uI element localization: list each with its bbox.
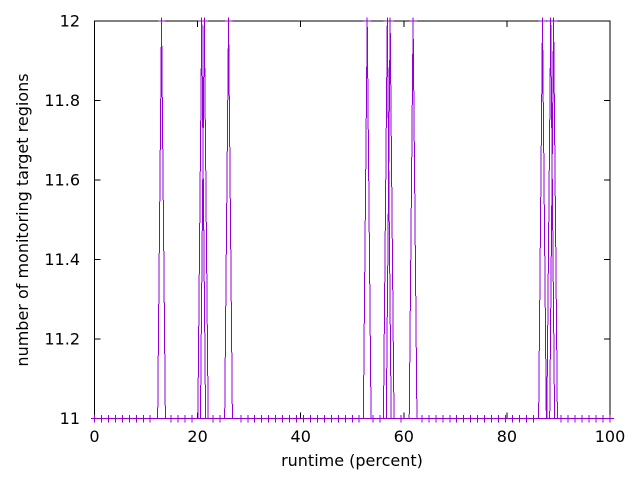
- x-tick-label: 100: [595, 427, 626, 446]
- plot-frame-layer: [94, 20, 611, 419]
- tick-labels-layer: 0 20 40 60 80 100 11 11.2 11.4 11.6 11.8 12: [44, 12, 625, 447]
- y-tick-label: 11.8: [44, 91, 80, 110]
- plot-frame: [94, 20, 611, 419]
- x-tick-label: 40: [291, 427, 311, 446]
- y-tick-label: 11.4: [44, 250, 80, 269]
- spike-line: [408, 20, 418, 419]
- x-tick-label: 80: [497, 427, 517, 446]
- x-tick-label: 20: [187, 427, 207, 446]
- x-tick-label: 60: [394, 427, 414, 446]
- data-series-layer: [90, 17, 614, 423]
- spike-line: [157, 20, 166, 419]
- y-tick-label: 11.6: [44, 171, 80, 190]
- spike-line: [538, 20, 547, 419]
- spike-line: [362, 20, 372, 419]
- y-axis-title: number of monitoring target regions: [13, 73, 32, 366]
- axis-ticks-layer: [94, 20, 611, 419]
- spike-line: [224, 20, 233, 419]
- y-tick-label: 12: [60, 12, 80, 31]
- y-tick-label: 11.2: [44, 330, 80, 349]
- x-axis-title: runtime (percent): [281, 451, 423, 470]
- y-tick-label: 11: [60, 409, 80, 428]
- x-tick-label: 0: [89, 427, 99, 446]
